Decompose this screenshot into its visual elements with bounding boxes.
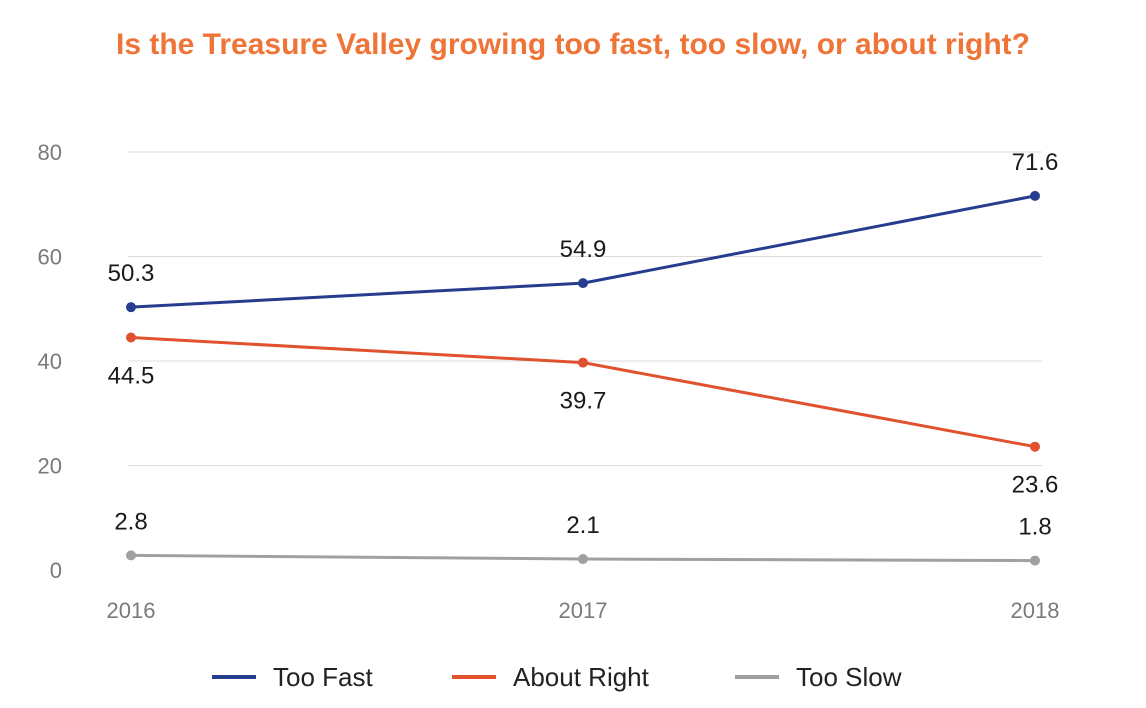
data-point-about-right [126, 332, 136, 343]
x-tick-label: 2017 [559, 598, 608, 623]
series-lines [126, 190, 1040, 566]
data-label-too-slow: 2.8 [114, 508, 147, 535]
data-label-about-right: 39.7 [560, 388, 607, 415]
legend-item-too-slow: Too Slow [735, 662, 902, 692]
legend-label: About Right [513, 662, 650, 692]
data-point-about-right [1030, 441, 1040, 452]
data-point-too-slow [578, 554, 588, 565]
legend-item-too-fast: Too Fast [212, 662, 373, 692]
data-label-too-fast: 54.9 [560, 236, 607, 263]
data-label-too-slow: 1.8 [1018, 514, 1051, 541]
x-tick-label: 2016 [107, 598, 156, 623]
data-point-too-fast [578, 278, 588, 289]
y-axis-ticks: 0 20 40 60 80 [38, 140, 62, 583]
legend-label: Too Fast [273, 662, 373, 692]
legend-item-about-right: About Right [452, 662, 650, 692]
legend: Too Fast About Right Too Slow [212, 662, 902, 692]
chart-title: Is the Treasure Valley growing too fast,… [115, 28, 1030, 61]
y-tick-label: 0 [50, 558, 62, 583]
data-point-too-slow [126, 550, 136, 561]
data-label-too-fast: 71.6 [1012, 149, 1059, 176]
y-tick-label: 60 [38, 245, 62, 270]
grid-lines [128, 151, 1042, 466]
data-point-too-fast [1030, 190, 1040, 201]
data-point-too-slow [1030, 555, 1040, 566]
data-label-too-fast: 50.3 [108, 260, 155, 287]
y-tick-label: 80 [38, 140, 62, 165]
y-tick-label: 40 [38, 349, 62, 374]
legend-label: Too Slow [796, 662, 902, 692]
data-label-too-slow: 2.1 [566, 512, 599, 539]
data-labels: 50.3 54.9 71.6 44.5 39.7 23.6 2.8 2.1 1.8 [108, 149, 1059, 541]
data-label-about-right: 23.6 [1012, 472, 1059, 499]
y-tick-label: 20 [38, 454, 62, 479]
data-point-too-fast [126, 302, 136, 313]
x-axis-ticks: 2016 2017 2018 [107, 598, 1060, 623]
data-point-about-right [578, 357, 588, 368]
data-label-about-right: 44.5 [108, 362, 155, 389]
x-tick-label: 2018 [1011, 598, 1060, 623]
